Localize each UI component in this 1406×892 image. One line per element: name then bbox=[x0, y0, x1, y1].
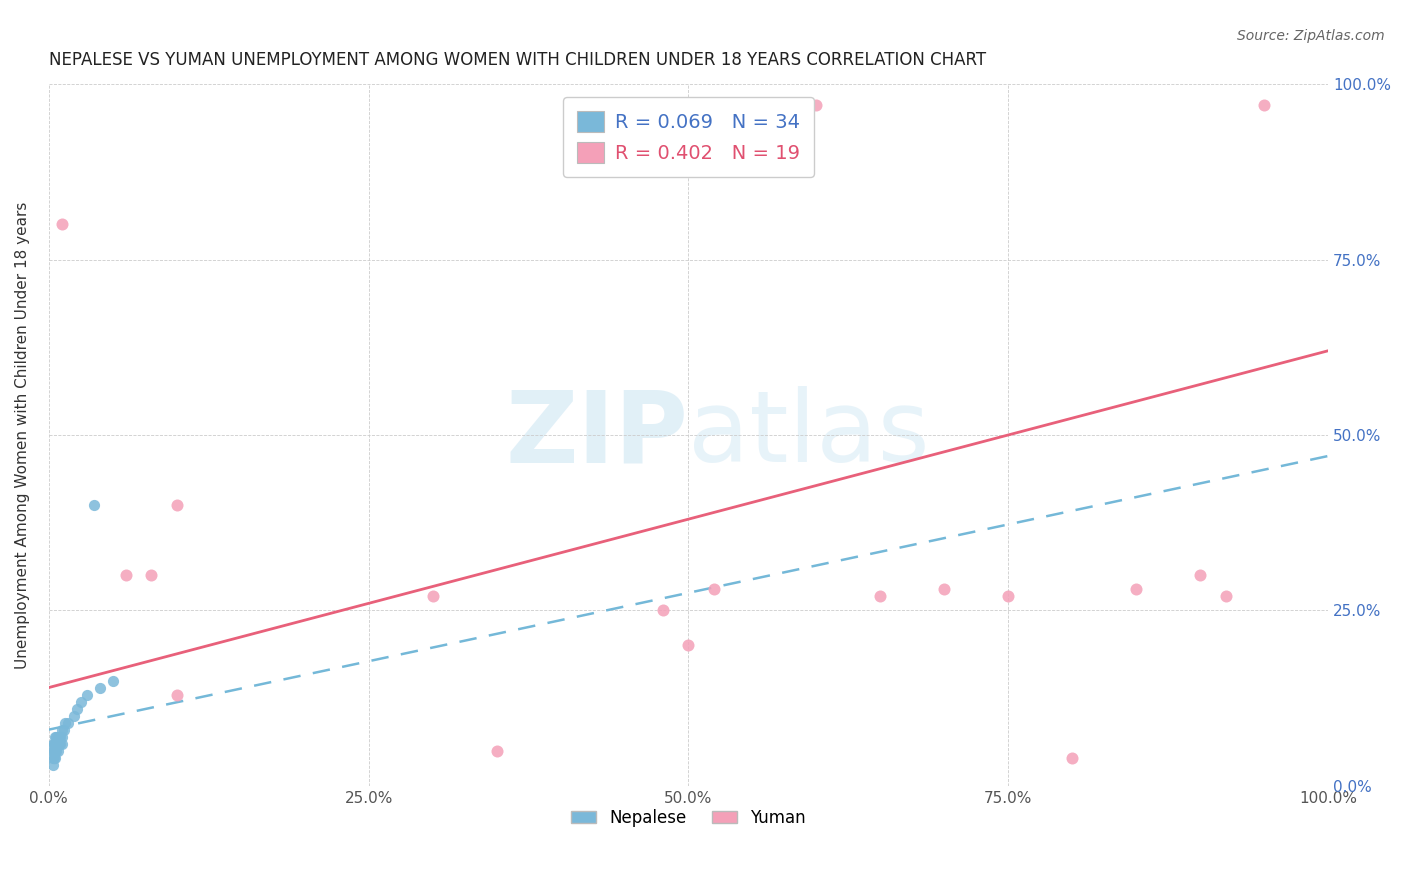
Point bbox=[89, 681, 111, 695]
Point bbox=[51, 723, 73, 737]
Point bbox=[46, 730, 69, 744]
Point bbox=[46, 737, 69, 751]
Point bbox=[166, 688, 188, 702]
Point bbox=[41, 744, 63, 758]
Point bbox=[45, 730, 67, 744]
Point bbox=[55, 715, 77, 730]
Text: Source: ZipAtlas.com: Source: ZipAtlas.com bbox=[1237, 29, 1385, 43]
Point bbox=[166, 498, 188, 512]
Point bbox=[44, 750, 66, 764]
Point bbox=[997, 590, 1019, 604]
Point bbox=[1215, 590, 1237, 604]
Point bbox=[703, 582, 725, 597]
Point bbox=[51, 730, 73, 744]
Point bbox=[41, 737, 63, 751]
Point bbox=[49, 730, 72, 744]
Text: ZIP: ZIP bbox=[506, 386, 689, 483]
Point bbox=[66, 701, 89, 715]
Point bbox=[1189, 568, 1212, 582]
Point bbox=[41, 750, 63, 764]
Y-axis label: Unemployment Among Women with Children Under 18 years: Unemployment Among Women with Children U… bbox=[15, 202, 30, 669]
Point bbox=[101, 673, 124, 688]
Point bbox=[63, 708, 86, 723]
Point bbox=[46, 744, 69, 758]
Point bbox=[42, 744, 65, 758]
Point bbox=[83, 498, 105, 512]
Point bbox=[485, 744, 508, 758]
Legend: Nepalese, Yuman: Nepalese, Yuman bbox=[564, 802, 813, 834]
Point bbox=[1125, 582, 1147, 597]
Point bbox=[49, 737, 72, 751]
Point bbox=[806, 98, 828, 112]
Point bbox=[934, 582, 956, 597]
Point bbox=[45, 737, 67, 751]
Point bbox=[114, 568, 136, 582]
Point bbox=[41, 757, 63, 772]
Point bbox=[48, 737, 70, 751]
Point bbox=[45, 744, 67, 758]
Point bbox=[44, 737, 66, 751]
Point bbox=[53, 723, 76, 737]
Point bbox=[44, 730, 66, 744]
Point bbox=[69, 695, 91, 709]
Point bbox=[1253, 98, 1275, 112]
Text: NEPALESE VS YUMAN UNEMPLOYMENT AMONG WOMEN WITH CHILDREN UNDER 18 YEARS CORRELAT: NEPALESE VS YUMAN UNEMPLOYMENT AMONG WOM… bbox=[49, 51, 986, 69]
Point bbox=[678, 639, 700, 653]
Point bbox=[651, 603, 673, 617]
Point bbox=[51, 737, 73, 751]
Point bbox=[56, 715, 79, 730]
Point bbox=[139, 568, 162, 582]
Point bbox=[48, 730, 70, 744]
Point bbox=[76, 688, 98, 702]
Point bbox=[1062, 750, 1084, 764]
Point bbox=[869, 590, 891, 604]
Point bbox=[42, 750, 65, 764]
Point bbox=[422, 590, 444, 604]
Point bbox=[44, 744, 66, 758]
Text: atlas: atlas bbox=[689, 386, 931, 483]
Point bbox=[42, 737, 65, 751]
Point bbox=[51, 218, 73, 232]
